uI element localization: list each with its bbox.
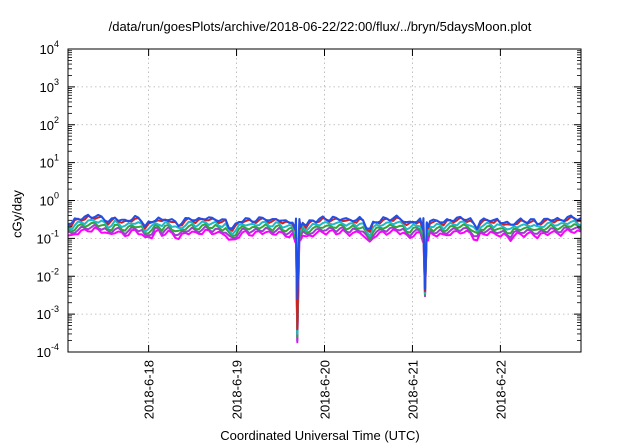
y-tick-exponent: 0 bbox=[54, 191, 59, 201]
y-tick-base: 10 bbox=[40, 194, 54, 209]
y-tick-base: 10 bbox=[37, 269, 51, 284]
x-tick-label: 2018-6-19 bbox=[230, 360, 245, 419]
y-tick-exponent: -1 bbox=[51, 228, 59, 238]
series-line bbox=[67, 213, 582, 301]
y-tick-base: 10 bbox=[40, 80, 54, 95]
y-tick-label: 10-1 bbox=[37, 228, 59, 246]
x-tick-label: 2018-6-20 bbox=[318, 360, 333, 419]
chart-title: /data/run/goesPlots/archive/2018-06-22/2… bbox=[108, 19, 532, 34]
y-tick-label: 10-2 bbox=[37, 266, 59, 284]
y-tick-label: 103 bbox=[40, 77, 59, 95]
y-tick-exponent: 4 bbox=[54, 39, 59, 49]
y-tick-base: 10 bbox=[40, 156, 54, 171]
y-tick-label: 102 bbox=[40, 115, 59, 133]
y-tick-exponent: -2 bbox=[51, 266, 59, 276]
axis-ticks bbox=[68, 48, 581, 353]
y-tick-base: 10 bbox=[40, 42, 54, 57]
y-tick-label: 100 bbox=[40, 191, 59, 209]
y-tick-label: 10-3 bbox=[37, 304, 59, 322]
x-tick-label: 2018-6-22 bbox=[493, 360, 508, 419]
y-tick-label: 10-4 bbox=[37, 342, 59, 360]
y-tick-exponent: 1 bbox=[54, 153, 59, 163]
series-line bbox=[67, 223, 582, 342]
y-tick-base: 10 bbox=[37, 231, 51, 246]
y-tick-label: 101 bbox=[40, 153, 59, 171]
x-tick-labels: 2018-6-18 2018-6-19 2018-6-20 2018-6-21 2018… bbox=[142, 360, 509, 419]
y-tick-exponent: -3 bbox=[51, 304, 59, 314]
series-line bbox=[67, 221, 582, 338]
x-tick-label: 2018-6-18 bbox=[142, 360, 157, 419]
y-tick-exponent: 3 bbox=[54, 77, 59, 87]
series-group bbox=[67, 213, 582, 344]
y-tick-exponent: -4 bbox=[51, 342, 59, 352]
y-axis-label: cGy/day bbox=[9, 190, 25, 238]
grid bbox=[68, 49, 581, 352]
y-tick-base: 10 bbox=[37, 345, 51, 360]
series-line bbox=[67, 218, 582, 335]
x-tick-label: 2018-6-21 bbox=[405, 360, 420, 419]
y-tick-label: 104 bbox=[40, 39, 59, 57]
y-tick-exponent: 2 bbox=[54, 115, 59, 125]
y-tick-base: 10 bbox=[37, 307, 51, 322]
series-line bbox=[67, 226, 582, 344]
x-axis-label: Coordinated Universal Time (UTC) bbox=[220, 428, 420, 443]
y-tick-base: 10 bbox=[40, 118, 54, 133]
